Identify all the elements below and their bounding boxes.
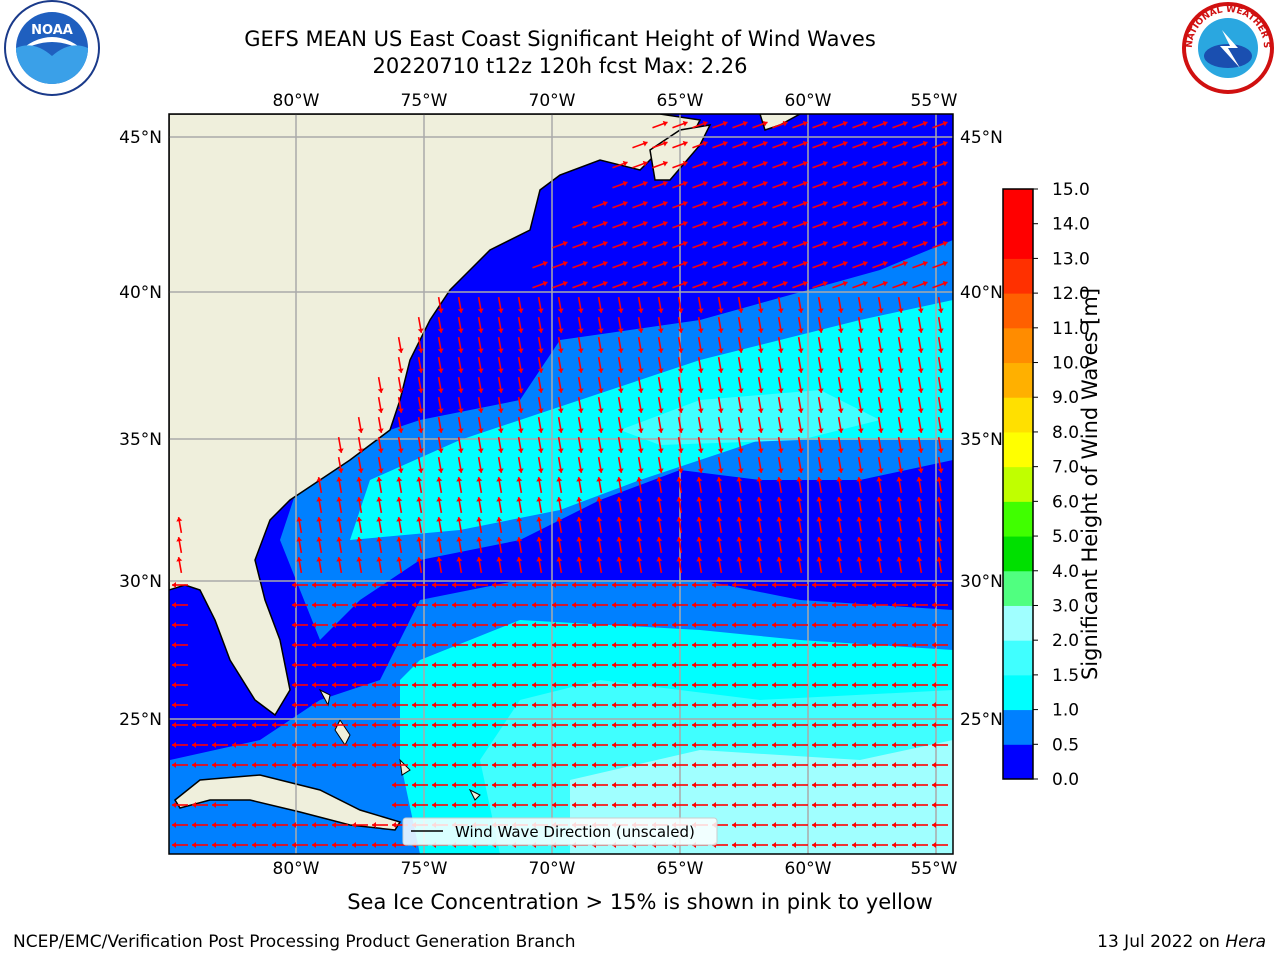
lon-ticks-bottom: 80°W 75°W 70°W 65°W 60°W 55°W [273, 859, 958, 879]
colorbar-label: Significant Height of Wind Waves [m] [1078, 287, 1102, 681]
sea-ice-note: Sea Ice Concentration > 15% is shown in … [347, 890, 933, 914]
colorbar-segment [1003, 362, 1033, 398]
colorbar-tick-label: 15.0 [1052, 180, 1090, 200]
lat-tick-right: 30°N [960, 572, 1003, 592]
lat-ticks-right: 45°N 40°N 35°N 30°N 25°N [960, 128, 1003, 730]
colorbar-tick-label: 2.0 [1052, 631, 1079, 651]
credit-line: NCEP/EMC/Verification Post Processing Pr… [13, 932, 576, 952]
colorbar-tick-label: 7.0 [1052, 458, 1079, 478]
legend-label: Wind Wave Direction (unscaled) [455, 823, 695, 841]
colorbar-tick-label: 8.0 [1052, 423, 1079, 443]
colorbar-segment [1003, 223, 1033, 259]
colorbar-segment [1003, 293, 1033, 329]
lon-tick-bottom: 55°W [911, 859, 958, 879]
lon-tick-top: 70°W [529, 91, 576, 111]
lon-ticks-top: 80°W 75°W 70°W 65°W 60°W 55°W [273, 91, 958, 111]
lat-tick-right: 35°N [960, 430, 1003, 450]
colorbar-tick-label: 1.5 [1052, 666, 1079, 686]
colorbar-tick-label: 3.0 [1052, 596, 1079, 616]
colorbar-segment [1003, 397, 1033, 433]
run-date-text: 13 Jul 2022 on [1097, 932, 1226, 952]
colorbar: 0.0 0.5 1.0 1.5 2.0 3.0 4.0 5.0 6.0 7.0 8.0 9.0 10.0… [1002, 180, 1090, 790]
colorbar-segment [1003, 709, 1033, 745]
colorbar-tick-label: 4.0 [1052, 562, 1079, 582]
lon-tick-bottom: 70°W [529, 859, 576, 879]
colorbar-tick-label: 12.0 [1052, 284, 1090, 304]
run-date: 13 Jul 2022 on Hera [1097, 932, 1266, 952]
colorbar-tick-label: 0.5 [1052, 735, 1079, 755]
lat-tick-right: 40°N [960, 283, 1003, 303]
colorbar-tick-label: 11.0 [1052, 319, 1090, 339]
lon-tick-top: 55°W [911, 91, 958, 111]
lon-tick-bottom: 75°W [401, 859, 448, 879]
colorbar-tick-label: 14.0 [1052, 215, 1090, 235]
colorbar-tick-label: 5.0 [1052, 527, 1079, 547]
colorbar-tick-label: 1.0 [1052, 701, 1079, 721]
lat-tick-right: 25°N [960, 710, 1003, 730]
lon-tick-bottom: 60°W [785, 859, 832, 879]
lon-tick-top: 75°W [401, 91, 448, 111]
wind-direction-legend: Wind Wave Direction (unscaled) [402, 817, 718, 846]
colorbar-segment [1003, 466, 1033, 502]
colorbar-tick-label: 6.0 [1052, 492, 1079, 512]
lat-tick-left: 45°N [119, 128, 162, 148]
lon-tick-top: 80°W [273, 91, 320, 111]
wind-wave-arrows [172, 120, 948, 848]
colorbar-tick-label: 10.0 [1052, 354, 1090, 374]
colorbar-segment [1003, 189, 1033, 225]
colorbar-tick-label: 0.0 [1052, 770, 1079, 790]
noaa-logo-icon: NOAA [4, 0, 100, 96]
lat-ticks-left: 45°N 40°N 35°N 30°N 25°N [119, 128, 162, 730]
colorbar-segment [1003, 501, 1033, 537]
colorbar-segment [1003, 640, 1033, 676]
forecast-subtitle: 20220710 t12z 120h fcst Max: 2.26 [372, 54, 748, 78]
lat-tick-left: 25°N [119, 710, 162, 730]
machine-name: Hera [1225, 932, 1266, 952]
lon-tick-top: 65°W [657, 91, 704, 111]
colorbar-segment [1003, 605, 1033, 641]
lat-tick-left: 40°N [119, 283, 162, 303]
colorbar-frame [1002, 188, 1034, 780]
noaa-logo-text: NOAA [31, 23, 73, 38]
lon-tick-bottom: 65°W [657, 859, 704, 879]
colorbar-tick-label: 9.0 [1052, 388, 1079, 408]
colorbar-tick-label: 13.0 [1052, 249, 1090, 269]
colorbar-segment [1003, 258, 1033, 294]
lat-tick-left: 30°N [119, 572, 162, 592]
colorbar-segment [1003, 536, 1033, 572]
colorbar-segment [1003, 431, 1033, 468]
colorbar-segment [1003, 570, 1033, 606]
colorbar-segment [1003, 327, 1033, 364]
nws-logo-icon: NATIONAL WEATHER SERVICE [1178, 0, 1274, 94]
colorbar-segment [1003, 744, 1033, 780]
lat-tick-left: 35°N [119, 430, 162, 450]
colorbar-segment [1003, 674, 1033, 711]
lat-tick-right: 45°N [960, 128, 1003, 148]
lon-tick-bottom: 80°W [273, 859, 320, 879]
lon-tick-top: 60°W [785, 91, 832, 111]
map-title: GEFS MEAN US East Coast Significant Heig… [244, 27, 876, 51]
